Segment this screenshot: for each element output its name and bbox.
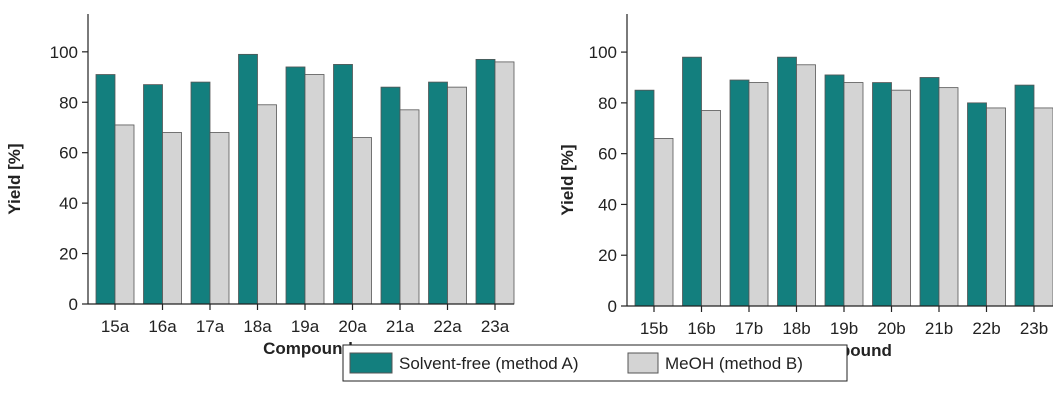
legend-swatch-solvent-free [349, 352, 393, 374]
left-x-tick-label-20a: 20a [338, 317, 367, 336]
right-bar-meoh-18b [796, 64, 816, 307]
right-bar-solvent-free-15b [634, 89, 655, 307]
legend-box [342, 344, 848, 382]
right-bar-meoh-21b [938, 87, 959, 307]
left-bar-meoh-17a [209, 132, 230, 305]
right-bar-meoh-23b [1033, 107, 1053, 307]
right-x-tick-label-15b: 15b [640, 319, 668, 338]
left-bar-meoh-20a [352, 137, 372, 305]
right-x-tick-label-22b: 22b [972, 319, 1000, 338]
left-bar-solvent-free-21a [380, 86, 401, 305]
left-bar-solvent-free-17a [190, 81, 211, 305]
left-x-tick-label-22a: 22a [433, 317, 462, 336]
left-x-tick-label-19a: 19a [291, 317, 320, 336]
right-y-tick-label: 0 [608, 297, 617, 316]
left-bar-meoh-16a [162, 132, 182, 305]
right-bar-meoh-17b [748, 82, 769, 307]
legend-label-meoh: MeOH (method B) [665, 354, 803, 373]
right-x-tick-label-21b: 21b [925, 319, 953, 338]
right-bar-meoh-20b [891, 89, 911, 307]
right-y-tick-label: 20 [598, 246, 617, 265]
left-y-tick-label: 80 [59, 93, 78, 112]
right-bar-solvent-free-20b [872, 82, 892, 307]
left-x-tick-label-16a: 16a [148, 317, 177, 336]
left-bar-solvent-free-18a [238, 53, 258, 305]
chart-left: 0 20 40 60 80 100 Yield [%] 15a 16a 17a 18a 19a 20a 2… [5, 14, 515, 358]
left-y-tick-label: 0 [69, 295, 78, 314]
left-bar-solvent-free-20a [333, 64, 353, 305]
left-y-tick-label: 20 [59, 245, 78, 264]
left-bar-meoh-18a [257, 104, 277, 305]
right-x-tick-label-17b: 17b [735, 319, 763, 338]
left-bar-solvent-free-23a [475, 58, 496, 305]
right-bar-solvent-free-18b [777, 56, 797, 307]
left-x-tick-label-15a: 15a [101, 317, 130, 336]
right-bar-solvent-free-19b [824, 74, 845, 307]
right-bar-solvent-free-23b [1014, 84, 1035, 307]
chart-right: 0 20 40 60 80 100 Yield [%] 15b 16b 17b 18b 19b 20b 2… [558, 14, 1053, 360]
right-y-tick-label: 40 [598, 195, 617, 214]
left-bar-meoh-15a [114, 124, 135, 305]
left-bar-solvent-free-22a [428, 81, 448, 305]
left-y-tick-label: 60 [59, 144, 78, 163]
legend-swatch-meoh [627, 352, 659, 374]
right-y-tick-label: 80 [598, 94, 617, 113]
left-x-tick-label-23a: 23a [481, 317, 510, 336]
right-x-tick-label-18b: 18b [782, 319, 810, 338]
right-bar-solvent-free-16b [682, 56, 702, 307]
left-y-axis-title: Yield [%] [5, 143, 24, 214]
right-x-tick-label-23b: 23b [1020, 319, 1048, 338]
right-bar-meoh-22b [986, 107, 1006, 307]
legend: Solvent-free (method A) MeOH (method B) [342, 344, 848, 382]
left-x-tick-label-17a: 17a [196, 317, 225, 336]
left-bar-meoh-19a [304, 74, 325, 305]
left-x-axis-title: Compound [263, 339, 353, 358]
right-bar-solvent-free-22b [967, 102, 987, 307]
left-y-tick-label: 100 [50, 43, 78, 62]
left-bar-solvent-free-15a [95, 74, 116, 305]
left-bar-solvent-free-19a [285, 66, 306, 305]
right-x-tick-label-20b: 20b [877, 319, 905, 338]
right-y-tick-label: 100 [589, 43, 617, 62]
legend-label-solvent-free: Solvent-free (method A) [399, 354, 579, 373]
right-bar-meoh-15b [653, 138, 674, 307]
left-bar-meoh-23a [494, 61, 515, 305]
right-bar-solvent-free-21b [919, 77, 940, 307]
left-x-tick-label-21a: 21a [386, 317, 415, 336]
right-bar-meoh-19b [843, 82, 864, 307]
right-bar-solvent-free-17b [729, 79, 750, 307]
left-bar-meoh-21a [399, 109, 420, 305]
left-y-tick-label: 40 [59, 194, 78, 213]
left-bar-solvent-free-16a [143, 84, 163, 305]
right-bar-meoh-16b [701, 110, 721, 307]
left-x-tick-label-18a: 18a [243, 317, 272, 336]
right-y-tick-label: 60 [598, 145, 617, 164]
right-x-tick-label-19b: 19b [830, 319, 858, 338]
left-bar-meoh-22a [447, 86, 467, 305]
right-x-tick-label-16b: 16b [687, 319, 715, 338]
right-y-axis-title: Yield [%] [558, 144, 577, 215]
